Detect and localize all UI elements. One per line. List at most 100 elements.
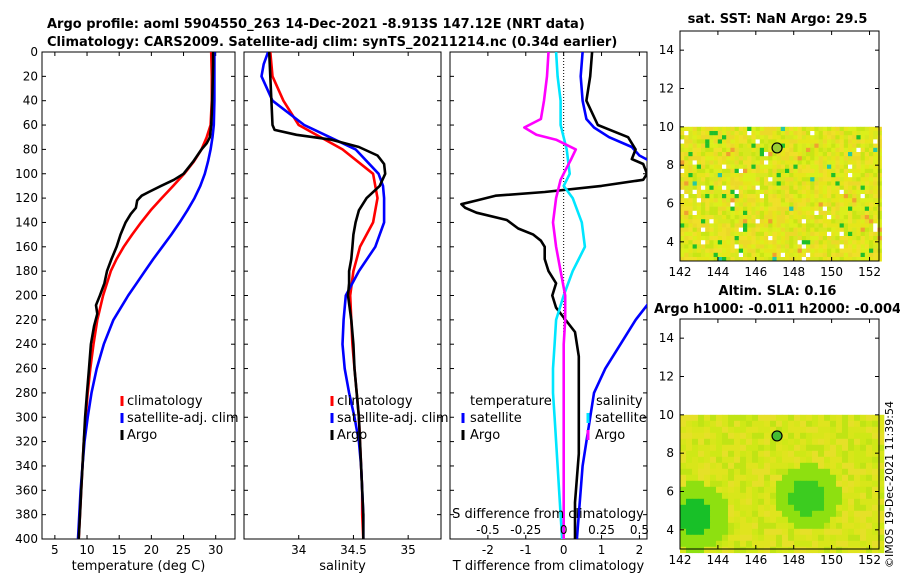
heat-cell — [726, 156, 731, 161]
heat-cell — [780, 139, 786, 144]
heat-cell — [746, 426, 753, 434]
heat-cell — [730, 135, 735, 140]
heat-cell — [831, 173, 836, 178]
heat-cell — [692, 223, 698, 228]
heat-cell — [776, 474, 783, 482]
heat-cell — [710, 426, 717, 434]
heat-cell — [726, 240, 731, 245]
heat-cell — [717, 227, 723, 233]
heat-cell — [839, 131, 845, 136]
heat-cell — [831, 210, 836, 216]
heat-cell — [860, 185, 866, 191]
plot-frame — [41, 51, 236, 540]
heat-cell — [789, 185, 794, 191]
heat-cell — [728, 474, 735, 482]
heat-cell — [716, 444, 723, 452]
heat-cell — [722, 540, 729, 548]
heat-cell — [688, 135, 693, 140]
heat-cell — [872, 456, 879, 464]
x-tick-label: 0 — [560, 543, 568, 557]
heat-cell — [738, 198, 744, 203]
heat-cell — [835, 177, 840, 182]
heat-cell — [830, 504, 837, 512]
heat-cell — [827, 189, 832, 195]
heat-cell — [780, 215, 786, 220]
heat-cell — [717, 248, 723, 254]
heat-cell — [686, 528, 693, 536]
heat-cell — [797, 164, 803, 170]
heat-cell — [793, 240, 798, 245]
heat-cell — [716, 522, 723, 530]
heat-cell — [746, 534, 753, 542]
heat-cell — [818, 546, 825, 554]
heat-cell — [680, 248, 685, 254]
heat-cell — [710, 450, 717, 458]
heat-cell — [734, 177, 740, 182]
heat-cell — [686, 456, 693, 464]
heat-cell — [836, 420, 843, 428]
heat-cell — [686, 510, 693, 518]
heat-cell — [701, 240, 706, 245]
y-tick-label: 360 — [15, 483, 38, 497]
heat-cell — [768, 131, 773, 136]
heat-cell — [806, 456, 813, 464]
heat-cell — [743, 177, 748, 182]
heat-cell — [794, 522, 801, 530]
heat-cell — [770, 504, 777, 512]
heat-cell — [680, 534, 687, 542]
heat-cell — [843, 198, 849, 203]
heat-cell — [692, 194, 698, 199]
heat-cell — [680, 194, 685, 199]
heat-cell — [864, 126, 870, 132]
heat-cell — [710, 444, 717, 452]
heat-cell — [801, 244, 807, 249]
heat-cell — [776, 168, 782, 174]
heat-cell — [692, 432, 699, 440]
heat-cell — [797, 131, 803, 136]
heat-cell — [759, 210, 765, 216]
heat-cell — [704, 522, 711, 530]
heat-cell — [854, 474, 861, 482]
heat-cell — [856, 168, 861, 174]
heat-cell — [734, 426, 741, 434]
heat-cell — [759, 244, 765, 249]
heat-cell — [734, 462, 741, 470]
heat-cell — [873, 131, 878, 136]
heat-cell — [848, 202, 853, 207]
heat-cell — [818, 131, 824, 136]
heat-cell — [734, 504, 741, 512]
heat-cell — [854, 480, 861, 488]
heat-cell — [768, 185, 773, 191]
heat-cell — [824, 486, 831, 494]
heat-cell — [806, 131, 811, 136]
heat-cell — [680, 206, 685, 212]
heat-cell — [764, 248, 769, 254]
heat-cell — [806, 522, 813, 530]
heat-cell — [835, 240, 840, 245]
heat-cell — [812, 522, 819, 530]
heat-cell — [709, 206, 714, 212]
heat-cell — [770, 420, 777, 428]
heat-cell — [752, 522, 759, 530]
heat-cell — [839, 143, 845, 149]
heat-cell — [806, 152, 811, 157]
heat-cell — [854, 504, 861, 512]
heat-cell — [878, 498, 885, 506]
heat-cell — [854, 456, 861, 464]
heat-cell — [701, 139, 706, 144]
heat-cell — [746, 432, 753, 440]
heat-cell — [800, 498, 807, 506]
heat-cell — [818, 156, 824, 161]
heat-cell — [713, 215, 719, 220]
heat-cell — [717, 160, 723, 165]
heat-cell — [738, 194, 744, 199]
heat-cell — [814, 156, 819, 161]
heat-cell — [812, 498, 819, 506]
heat-cell — [860, 474, 867, 482]
heat-cell — [877, 185, 882, 191]
heat-cell — [738, 160, 744, 165]
heat-cell — [716, 450, 723, 458]
heat-cell — [710, 432, 717, 440]
heat-cell — [680, 414, 687, 422]
